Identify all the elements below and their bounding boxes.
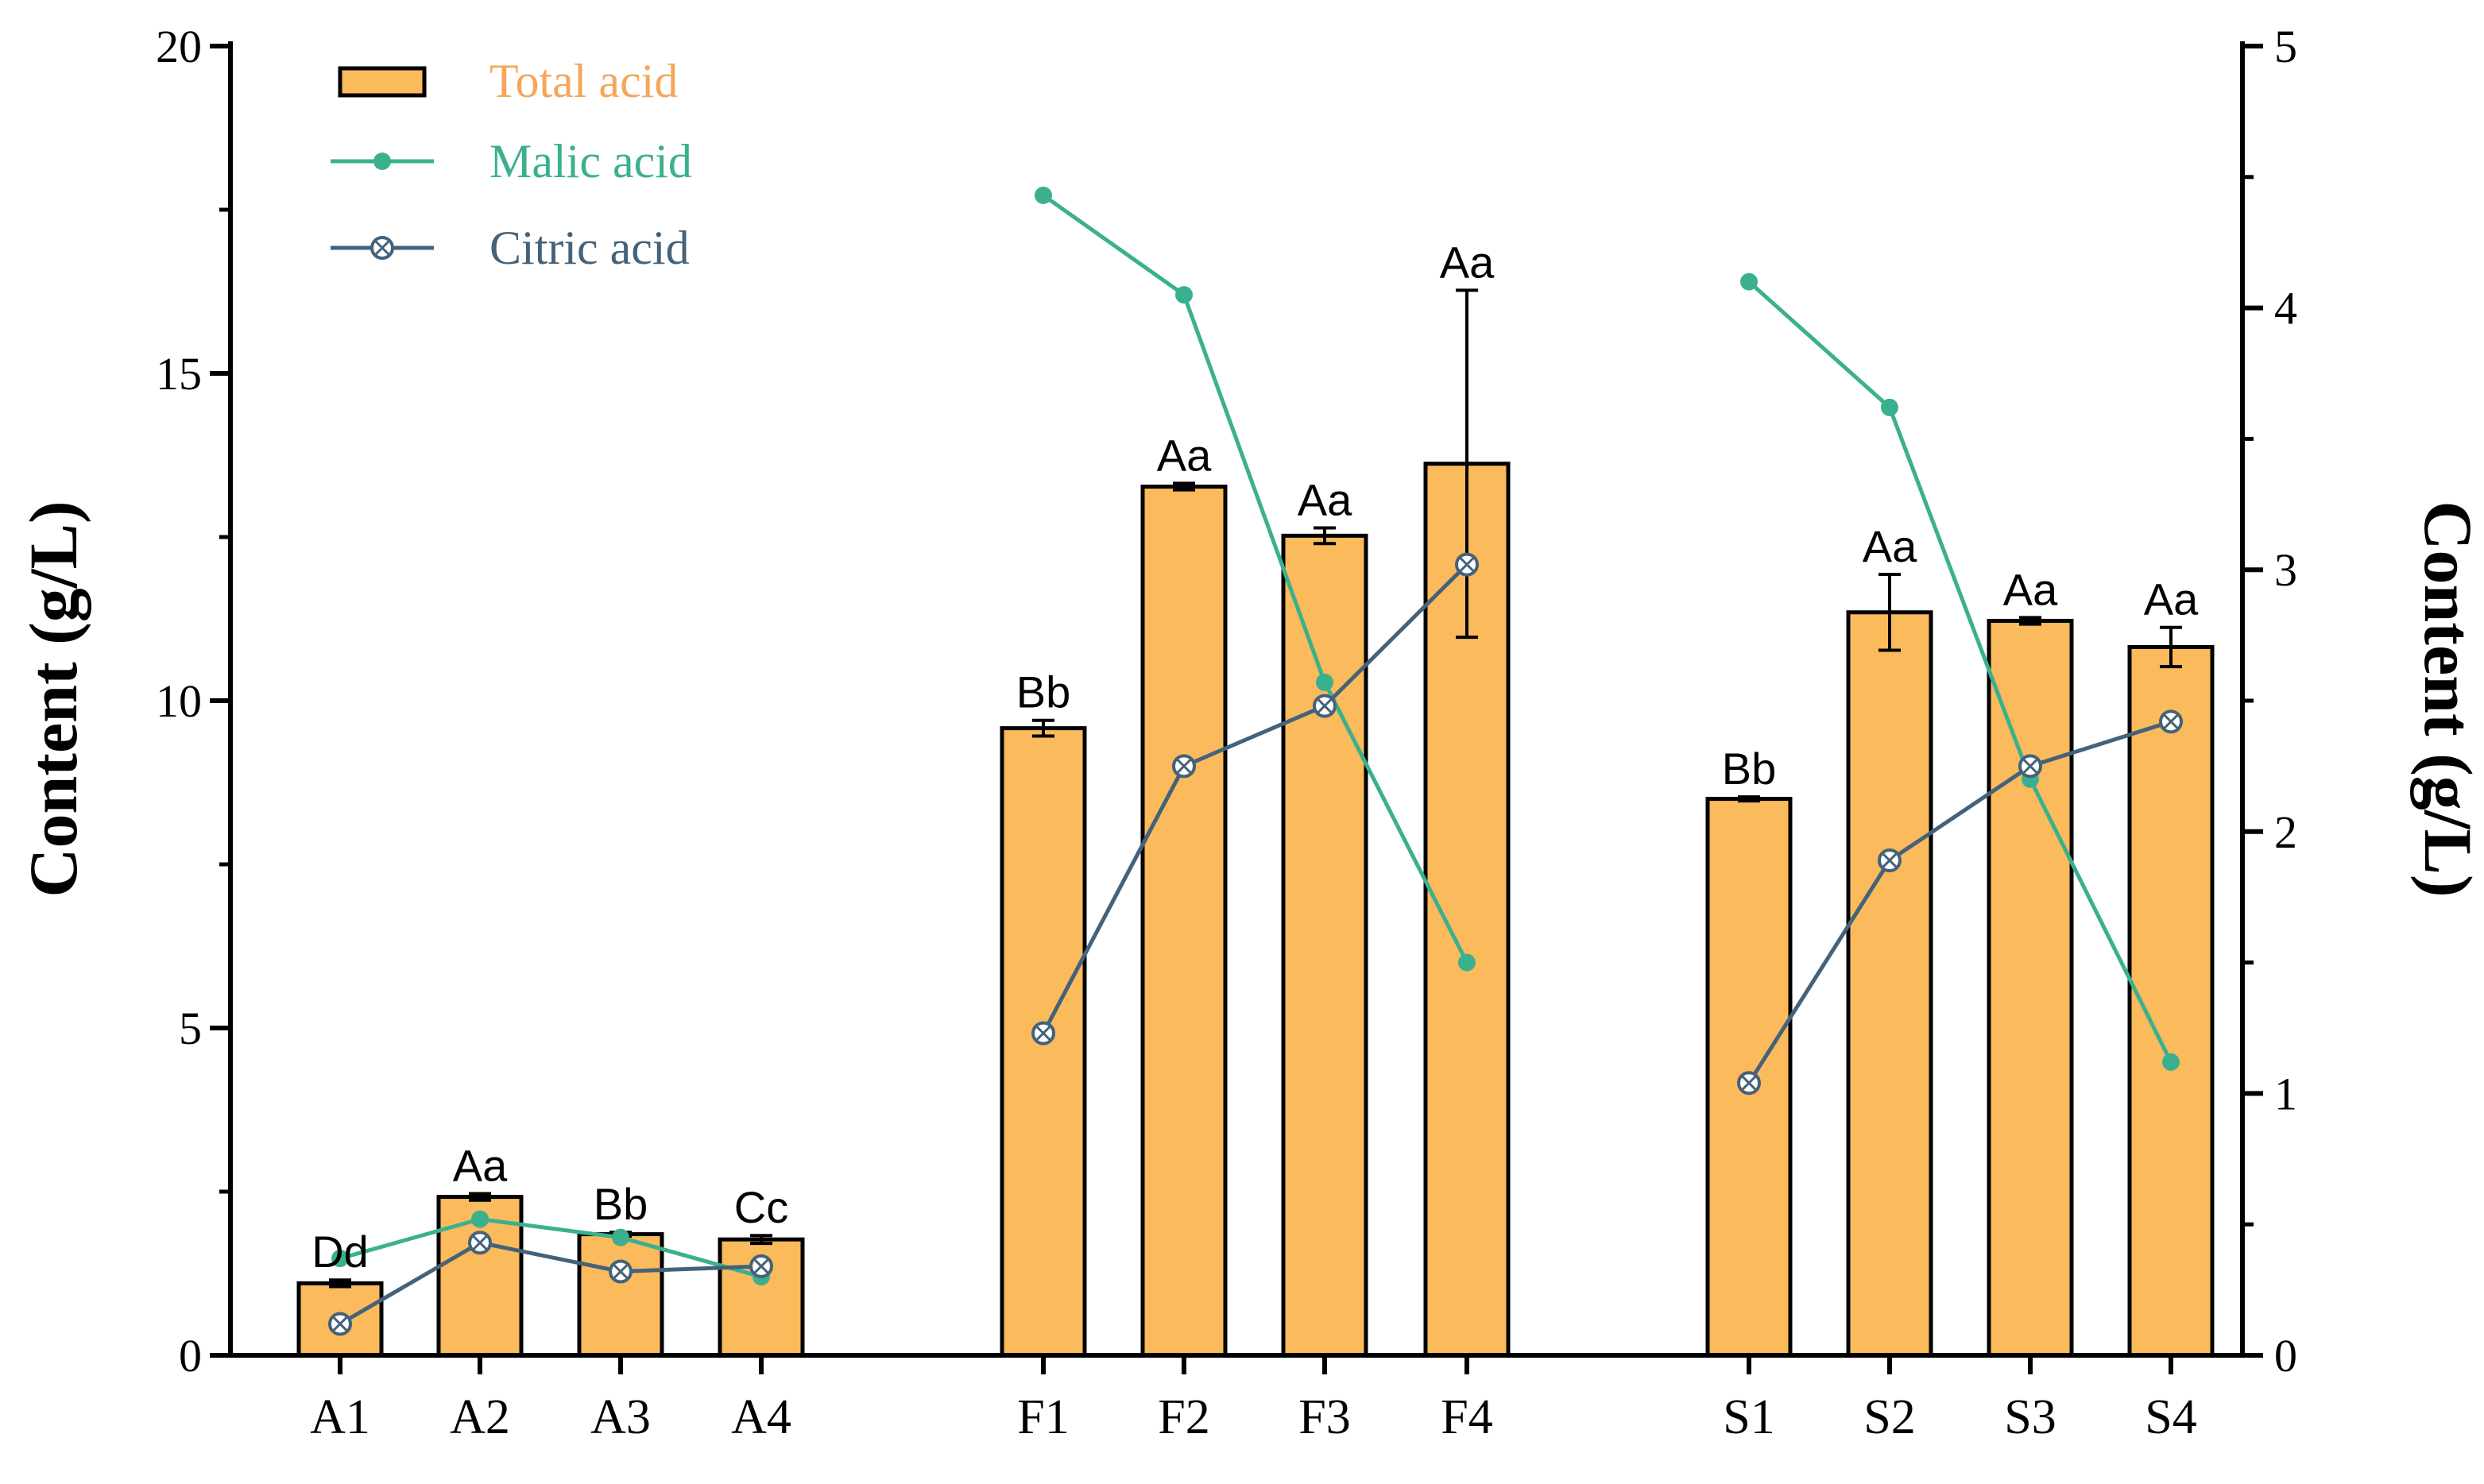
legend-label-citric-acid: Citric acid — [489, 222, 690, 274]
line-citric-acid — [339, 1240, 762, 1326]
legend-label-malic-acid: Malic acid — [489, 135, 692, 187]
line-malic-acid — [1042, 193, 1469, 964]
point-malic-acid — [471, 1210, 489, 1228]
left-tick-label: 0 — [179, 1330, 202, 1382]
significance-label: Cc — [734, 1182, 788, 1232]
x-tick-label: F4 — [1441, 1390, 1492, 1444]
point-malic-acid — [1458, 953, 1476, 972]
significance-label: Aa — [1440, 237, 1495, 287]
bar-total-acid — [1281, 533, 1368, 1358]
point-citric-acid — [1031, 1021, 1055, 1045]
x-tick-label: F3 — [1298, 1390, 1350, 1444]
point-citric-acid — [1878, 848, 1902, 873]
right-tick-label: 5 — [2274, 21, 2297, 72]
point-citric-acid — [609, 1259, 633, 1284]
line-malic-acid — [1747, 280, 2173, 1063]
line-citric-acid — [1041, 562, 1468, 1034]
point-malic-acid — [1035, 186, 1052, 204]
x-tick-label: A3 — [590, 1390, 651, 1444]
lines-layer — [328, 186, 2183, 1336]
significance-label: Dd — [311, 1227, 369, 1277]
significance-labels-layer: Dd Aa Bb Cc Bb Aa Aa Aa Bb Aa Aa Aa — [311, 237, 2199, 1277]
point-malic-acid — [1316, 673, 1333, 691]
x-tick-label: A1 — [310, 1390, 370, 1444]
right-tick-label: 1 — [2274, 1068, 2297, 1119]
point-citric-acid — [2018, 754, 2042, 779]
left-tick-label: 10 — [156, 675, 202, 727]
right-tick-label: 4 — [2274, 283, 2297, 334]
significance-label: Aa — [1863, 521, 1917, 571]
line-citric-acid — [1747, 719, 2172, 1084]
point-citric-acid — [749, 1254, 773, 1278]
bar-total-acid — [1140, 485, 1228, 1358]
legend-label-total-acid: Total acid — [489, 55, 678, 107]
point-malic-acid — [612, 1228, 629, 1246]
legend-swatch-total-acid — [338, 66, 427, 98]
significance-label: Aa — [2003, 564, 2058, 614]
significance-label: Aa — [2144, 574, 2199, 624]
significance-label: Bb — [594, 1179, 648, 1229]
legend: Total acid Malic acid Citric acid — [331, 55, 692, 274]
left-tick-label: 15 — [156, 348, 202, 400]
point-citric-acid — [1172, 754, 1196, 779]
left-axis-title: Content (g/L) — [15, 500, 91, 897]
left-tick-label: 20 — [156, 21, 202, 72]
point-malic-acid — [331, 1250, 349, 1268]
x-tick-label: S3 — [2004, 1390, 2056, 1444]
legend-marker-malic-acid — [373, 153, 391, 170]
line-malic-acid — [339, 1217, 762, 1279]
right-tick-label: 2 — [2274, 806, 2297, 858]
x-tick-label: S2 — [1863, 1390, 1915, 1444]
left-tick-label: 5 — [179, 1003, 202, 1054]
point-citric-acid — [1313, 694, 1337, 718]
bar-total-acid — [1987, 618, 2074, 1358]
point-malic-acid — [1881, 398, 1898, 416]
bar-total-acid — [1846, 610, 1933, 1358]
significance-label: Aa — [453, 1140, 508, 1190]
bar-total-acid — [577, 1232, 664, 1358]
x-tick-label: F2 — [1158, 1390, 1209, 1444]
significance-label: Aa — [1298, 474, 1352, 524]
bars-layer — [296, 462, 2215, 1358]
significance-label: Bb — [1722, 744, 1777, 794]
significance-label: Aa — [1157, 430, 1212, 480]
ticks-layer: 0 5 10 15 20 0 1 2 3 4 5 A1 A2 A3 A4 F1 F2 F3 F4 S1 S2 S3 S4 — [156, 21, 2297, 1444]
right-tick-label: 3 — [2274, 544, 2297, 596]
point-citric-acid — [2159, 709, 2183, 734]
right-axis-title: Content (g/L) — [2410, 500, 2484, 897]
x-tick-label: S1 — [1723, 1390, 1774, 1444]
significance-label: Bb — [1016, 667, 1071, 717]
point-citric-acid — [1737, 1071, 1761, 1096]
x-tick-label: F1 — [1017, 1390, 1069, 1444]
x-tick-label: A4 — [731, 1390, 791, 1444]
x-tick-label: S4 — [2145, 1390, 2196, 1444]
point-citric-acid — [328, 1312, 352, 1336]
right-tick-label: 0 — [2274, 1330, 2297, 1382]
point-citric-acid — [468, 1231, 492, 1255]
point-malic-acid — [1740, 272, 1758, 291]
point-citric-acid — [1455, 552, 1479, 577]
point-malic-acid — [1175, 286, 1193, 304]
x-tick-label: A2 — [450, 1390, 510, 1444]
legend-marker-citric-acid — [370, 236, 394, 260]
point-malic-acid — [2162, 1053, 2180, 1071]
